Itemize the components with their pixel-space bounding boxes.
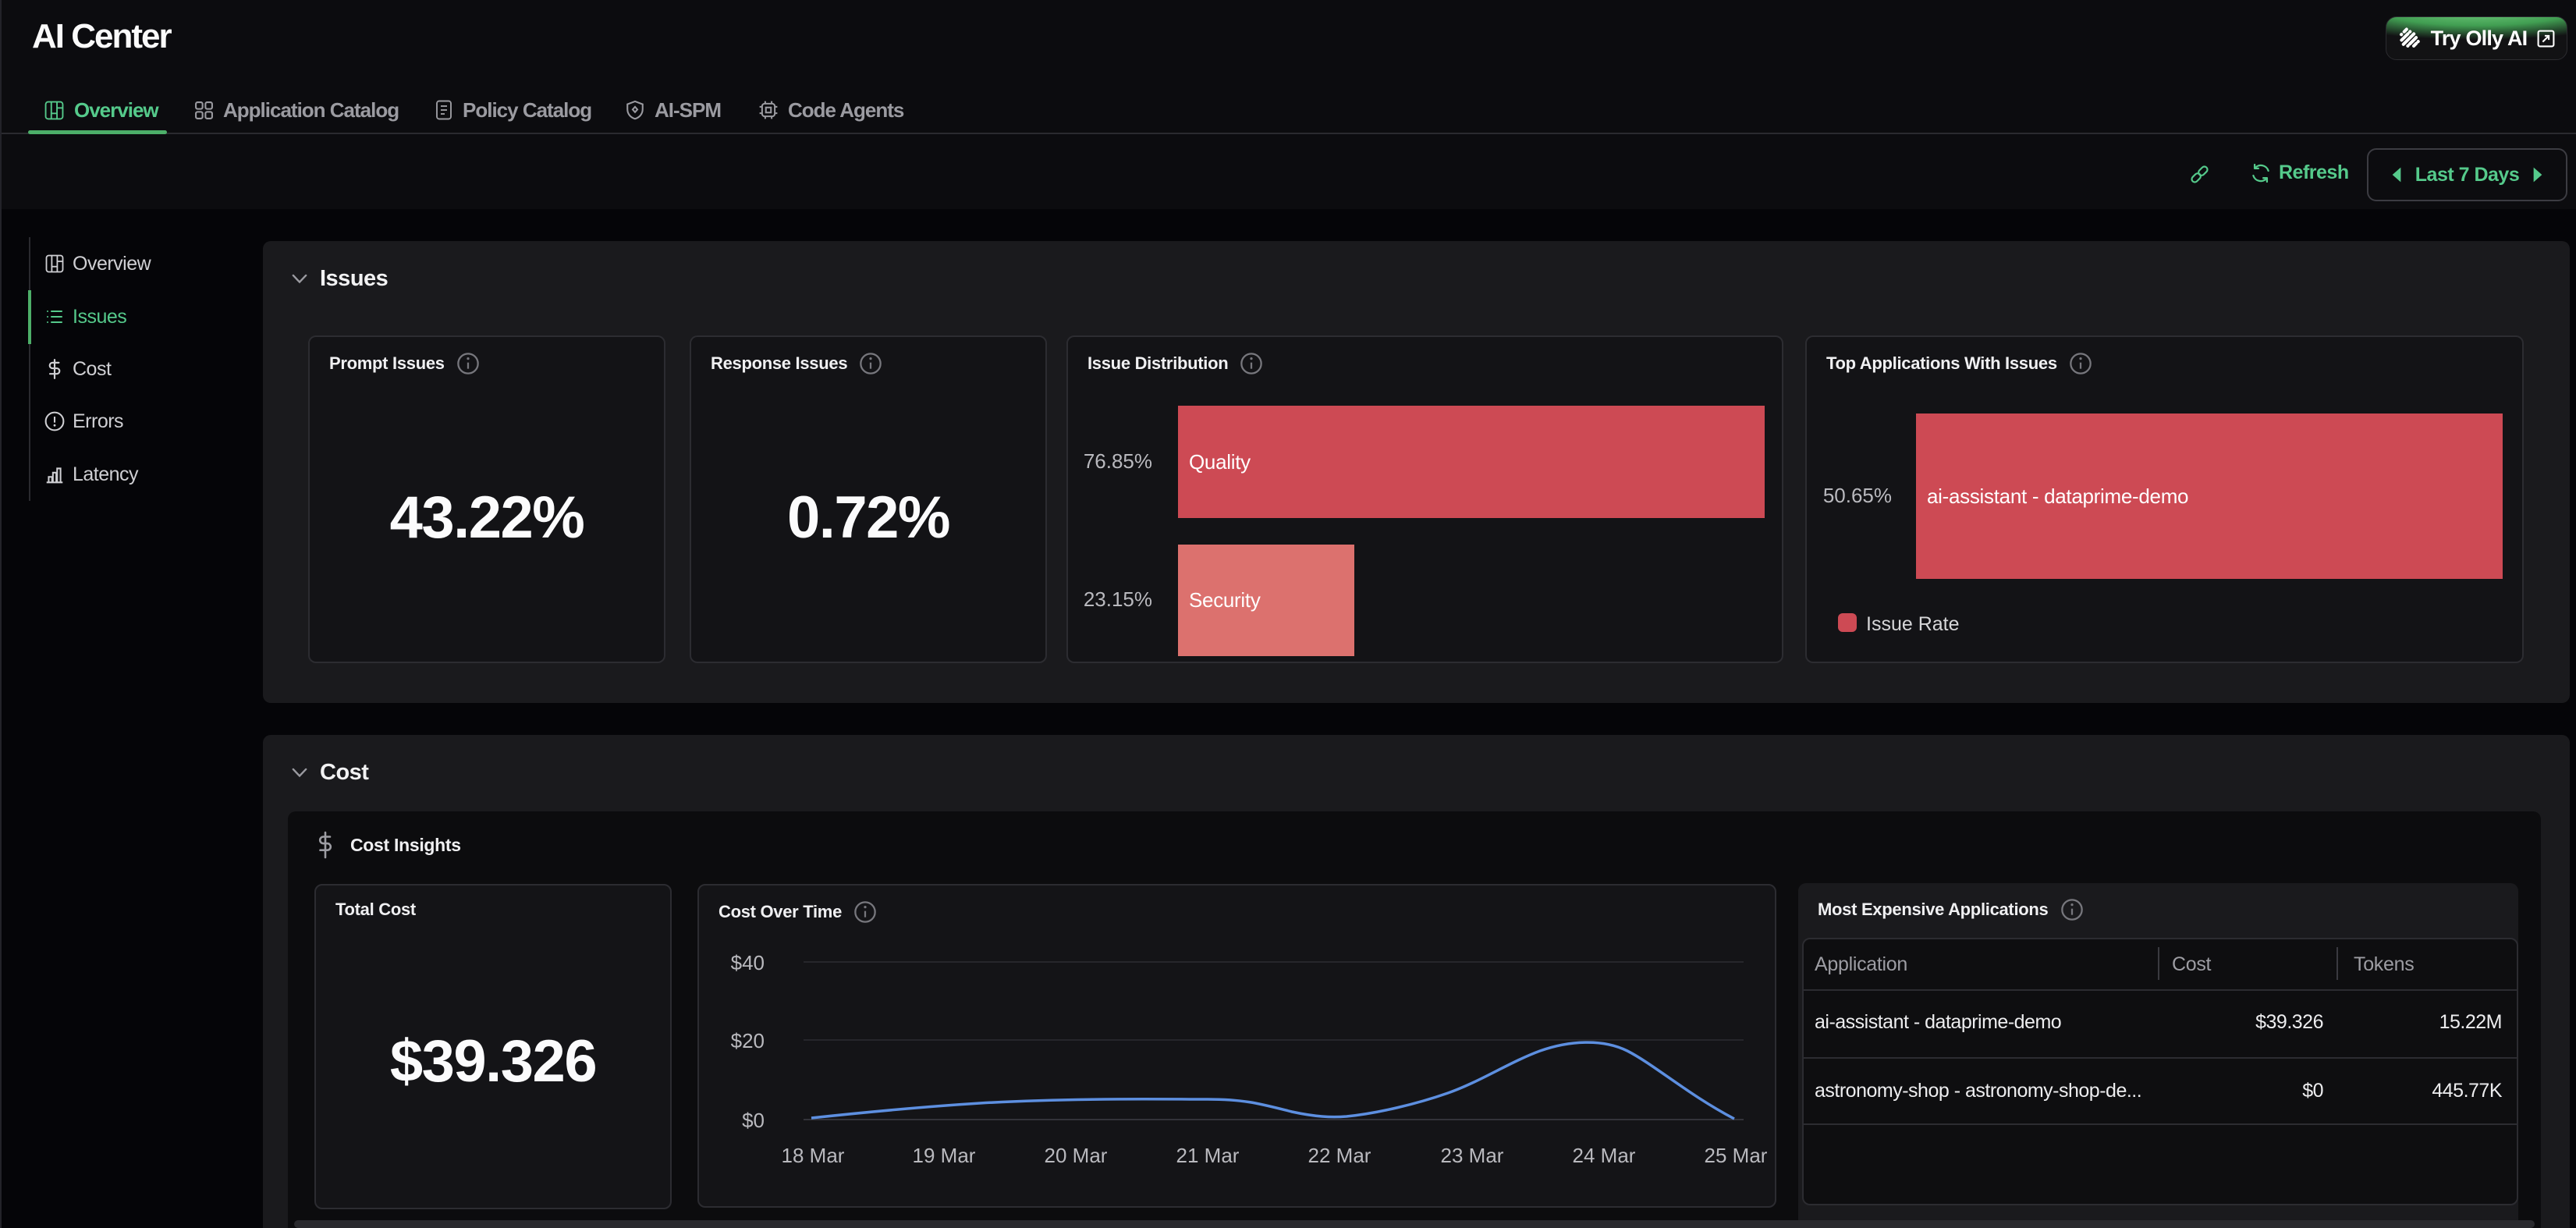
svg-text:21 Mar: 21 Mar	[1176, 1144, 1240, 1167]
svg-text:19 Mar: 19 Mar	[913, 1144, 976, 1167]
svg-text:$20: $20	[731, 1029, 765, 1052]
svg-text:22 Mar: 22 Mar	[1308, 1144, 1371, 1167]
svg-text:18 Mar: 18 Mar	[782, 1144, 845, 1167]
svg-text:25 Mar: 25 Mar	[1705, 1144, 1768, 1167]
svg-text:$0: $0	[742, 1109, 765, 1132]
svg-text:23 Mar: 23 Mar	[1441, 1144, 1504, 1167]
svg-text:24 Mar: 24 Mar	[1573, 1144, 1636, 1167]
svg-text:20 Mar: 20 Mar	[1045, 1144, 1108, 1167]
svg-text:$40: $40	[731, 951, 765, 974]
